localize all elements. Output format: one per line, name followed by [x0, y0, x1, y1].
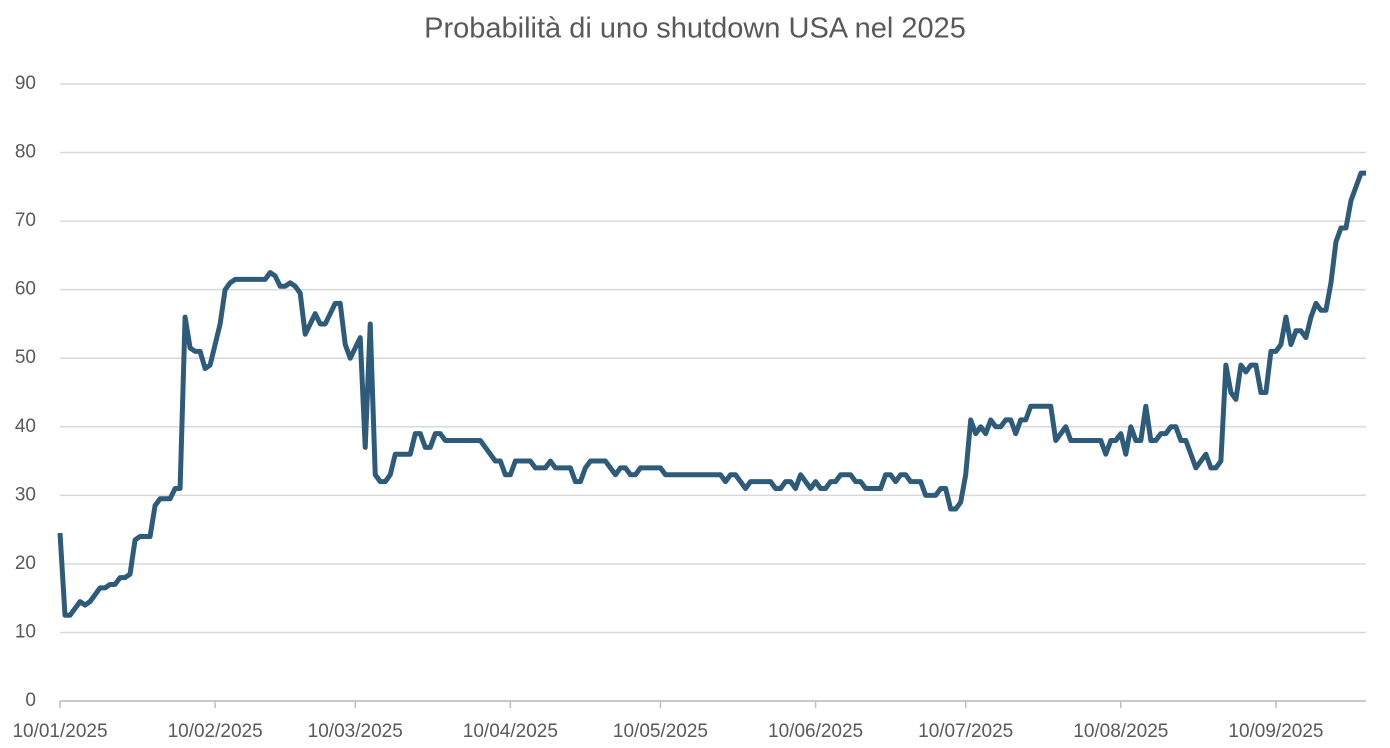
y-tick-label: 50 [15, 347, 36, 368]
x-tick-label: 10/08/2025 [1073, 721, 1168, 742]
y-tick-label: 70 [15, 210, 36, 231]
data-line [57, 170, 1366, 618]
y-tick-label: 0 [25, 690, 36, 711]
y-tick-label: 60 [15, 279, 36, 300]
chart-title: Probabilità di uno shutdown USA nel 2025 [424, 13, 966, 45]
y-tick-label: 90 [15, 73, 36, 94]
y-tick-label: 20 [15, 553, 36, 574]
x-tick-label: 10/02/2025 [168, 721, 263, 742]
x-tick-label: 10/01/2025 [12, 721, 107, 742]
x-tick-label: 10/06/2025 [768, 721, 863, 742]
x-tick-label: 10/07/2025 [918, 721, 1013, 742]
y-tick-label: 10 [15, 621, 36, 642]
y-tick-label: 40 [15, 416, 36, 437]
y-tick-label: 80 [15, 142, 36, 163]
x-tick-label: 10/04/2025 [463, 721, 558, 742]
x-tick-label: 10/03/2025 [308, 721, 403, 742]
x-tick-label: 10/05/2025 [613, 721, 708, 742]
x-tick-label: 10/09/2025 [1228, 721, 1323, 742]
y-tick-label: 30 [15, 484, 36, 505]
